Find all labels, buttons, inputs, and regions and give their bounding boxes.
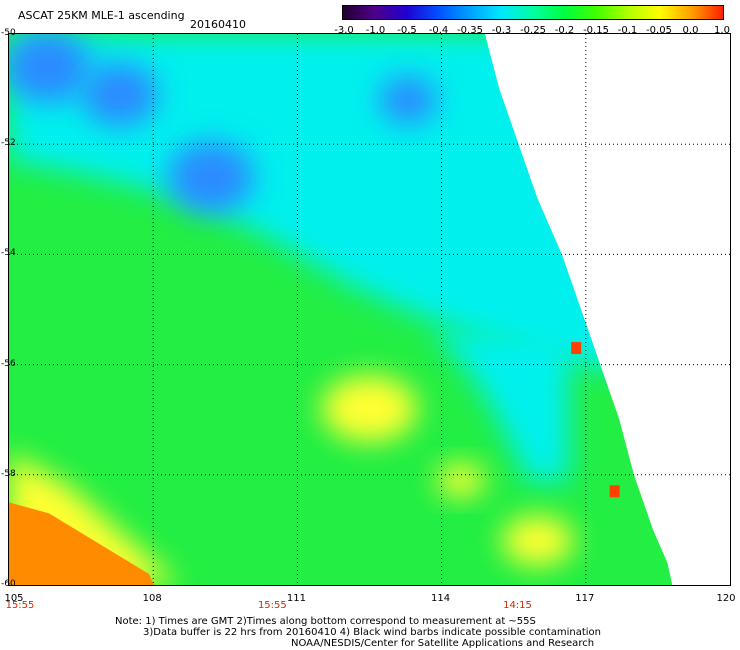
lon-label: 114 [431,593,451,604]
note-line-1: Note: 1) Times are GMT 2)Times along bot… [115,616,536,627]
map-title: ASCAT 25KM MLE-1 ascending [18,9,185,22]
lat-label: -56 [1,358,16,369]
field-yellow [501,515,574,567]
lon-label: 108 [142,593,162,604]
lat-label: -50 [1,28,16,38]
lat-label: -52 [1,138,16,149]
field-orange-sw [9,502,154,585]
field-red-cell [609,485,620,498]
field-blue [379,76,437,125]
colorbar-label: -1.0 [365,25,386,36]
field-yellow [436,463,485,498]
lat-label: -58 [1,468,16,479]
map-panel [8,33,731,586]
colorbar-label: -0.25 [520,25,546,36]
colorbar-label: -0.1 [617,25,638,36]
lon-label: 111 [286,593,306,604]
lon-label: 105 [4,593,24,604]
colorbar-label: -0.3 [491,25,512,36]
field-blue [9,34,91,104]
field-blue [81,62,158,127]
field-cyan-tongue [429,331,569,482]
colorbar-label: -0.35 [457,25,483,36]
colorbar-label: -0.15 [583,25,609,36]
colorbar-label: -0.05 [646,25,672,36]
field-yellow [321,375,418,443]
lat-label: -60 [1,579,16,589]
note-line-2: 3)Data buffer is 22 hrs from 20160410 4)… [143,627,601,638]
colorbar-label: -3.0 [334,25,354,36]
colorbar-label: -0.4 [428,25,449,36]
field-red-cell [571,342,582,355]
map-canvas [9,34,730,585]
lon-label: 117 [575,593,595,604]
data-swath [9,34,673,585]
colorbar-label: 1.0 [714,25,730,36]
colorbar [342,5,724,20]
colorbar-label: 0.0 [682,25,699,36]
time-label: 15:55 [257,600,287,611]
map-date: 20160410 [190,18,246,31]
note-line-3: NOAA/NESDIS/Center for Satellite Applica… [291,638,595,649]
time-label: 15:55 [5,600,35,611]
field-blue [167,141,255,214]
lon-label: 120 [716,593,736,604]
time-label: 14:15 [503,600,532,611]
colorbar-label: -0.2 [554,25,575,36]
lat-label: -54 [1,248,16,259]
colorbar-label: -0.5 [397,25,417,36]
